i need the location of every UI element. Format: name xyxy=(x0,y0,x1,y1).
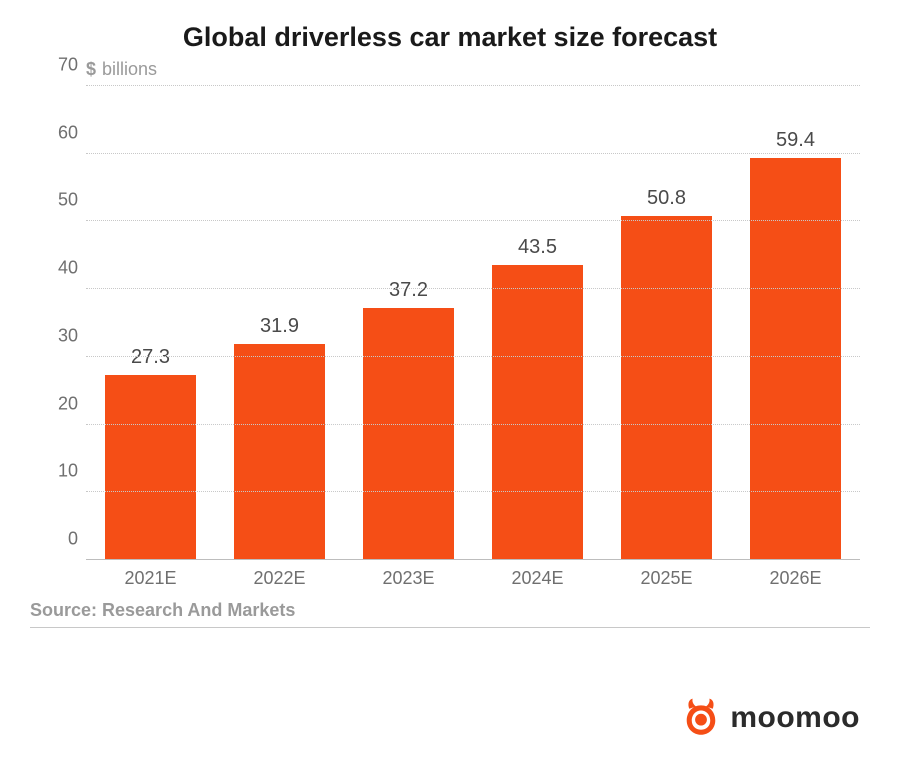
y-tick-label: 10 xyxy=(38,461,78,482)
chart-area: 27.331.937.243.550.859.4 010203040506070… xyxy=(30,86,870,596)
x-tick-label: 2025E xyxy=(602,560,731,596)
y-tick-label: 70 xyxy=(38,55,78,76)
brand-name: moomoo xyxy=(730,701,860,735)
y-tick-label: 20 xyxy=(38,393,78,414)
y-tick-label: 40 xyxy=(38,258,78,279)
y-axis-unit: $ billions xyxy=(30,59,870,80)
gridline xyxy=(86,220,860,221)
bar-value-label: 37.2 xyxy=(389,279,428,302)
bar xyxy=(234,344,324,560)
gridline xyxy=(86,153,860,154)
y-tick-label: 30 xyxy=(38,325,78,346)
bar xyxy=(363,308,453,560)
plot-region: 27.331.937.243.550.859.4 010203040506070 xyxy=(86,86,860,560)
bar-slot: 43.5 xyxy=(473,265,602,560)
bar-slot: 31.9 xyxy=(215,344,344,560)
bar xyxy=(750,158,840,560)
bar-slot: 37.2 xyxy=(344,308,473,560)
x-tick-label: 2026E xyxy=(731,560,860,596)
x-tick-label: 2022E xyxy=(215,560,344,596)
y-tick-label: 50 xyxy=(38,190,78,211)
x-axis: 2021E2022E2023E2024E2025E2026E xyxy=(86,560,860,596)
bar-slot: 27.3 xyxy=(86,375,215,560)
source-text: Source: Research And Markets xyxy=(30,600,870,621)
bar-value-label: 31.9 xyxy=(260,315,299,338)
bar xyxy=(621,216,711,560)
gridline xyxy=(86,288,860,289)
y-tick-label: 0 xyxy=(38,529,78,550)
x-tick-label: 2023E xyxy=(344,560,473,596)
gridline xyxy=(86,424,860,425)
bar-value-label: 59.4 xyxy=(776,129,815,152)
brand-logo: moomoo xyxy=(680,697,860,739)
chart-title: Global driverless car market size foreca… xyxy=(30,22,870,53)
bar-value-label: 43.5 xyxy=(518,236,557,259)
gridline xyxy=(86,85,860,86)
bar-slot: 50.8 xyxy=(602,216,731,560)
bar xyxy=(492,265,582,560)
bar-slot: 59.4 xyxy=(731,158,860,560)
y-unit-word: billions xyxy=(102,59,157,80)
bar-value-label: 27.3 xyxy=(131,346,170,369)
bar-value-label: 50.8 xyxy=(647,187,686,210)
x-tick-label: 2021E xyxy=(86,560,215,596)
footer-divider xyxy=(30,627,870,628)
bars-group: 27.331.937.243.550.859.4 xyxy=(86,86,860,560)
bull-icon xyxy=(680,697,722,739)
y-tick-label: 60 xyxy=(38,122,78,143)
gridline xyxy=(86,491,860,492)
gridline xyxy=(86,356,860,357)
chart-container: Global driverless car market size foreca… xyxy=(0,0,900,765)
bar xyxy=(105,375,195,560)
x-tick-label: 2024E xyxy=(473,560,602,596)
y-unit-symbol: $ xyxy=(86,59,96,80)
